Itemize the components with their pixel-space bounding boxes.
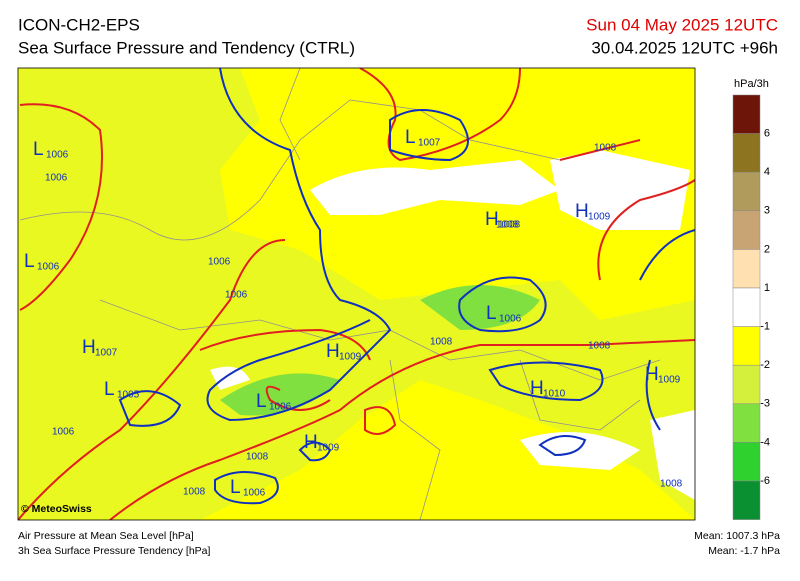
center-pressure: 1005 (117, 390, 140, 401)
center-pressure: 1006 (37, 262, 60, 273)
center-pressure: 1009 (317, 443, 340, 454)
legend-tick: -1 (760, 321, 770, 333)
isobar-label: 1006 (45, 173, 68, 184)
center-letter: L (33, 139, 44, 160)
footer-line: Air Pressure at Mean Sea Level [hPa] (18, 530, 194, 542)
legend-tick: 1 (764, 282, 770, 294)
legend-swatch (732, 442, 761, 482)
map-title: Sea Surface Pressure and Tendency (CTRL) (18, 38, 355, 57)
legend-tick: -3 (760, 398, 770, 410)
isobar-label: 1008 (246, 452, 269, 463)
run-time: 30.04.2025 12UTC +96h (591, 38, 778, 57)
legend-tick: 4 (764, 166, 770, 178)
center-pressure: 1009 (588, 212, 611, 223)
legend-swatch (732, 403, 761, 443)
legend-swatch (732, 210, 761, 250)
center-letter: H (304, 432, 318, 453)
center-pressure: 1006 (499, 314, 522, 325)
model-name: ICON-CH2-EPS (18, 15, 140, 34)
center-pressure: 1007 (418, 138, 441, 149)
legend-tick: 6 (764, 128, 770, 140)
mean-tendency: Mean: -1.7 hPa (708, 545, 780, 557)
center-letter: L (24, 251, 35, 272)
legend-swatch (732, 133, 761, 173)
isobar-label: 1006 (225, 290, 248, 301)
isobar-label: 1008 (496, 220, 519, 231)
legend-swatch (732, 480, 761, 520)
isobar-label: 1008 (588, 341, 611, 352)
mean-pressure: Mean: 1007.3 hPa (694, 530, 780, 542)
center-letter: H (485, 209, 499, 230)
center-letter: H (82, 337, 96, 358)
center-letter: L (486, 303, 497, 324)
credit: © MeteoSwiss (21, 503, 92, 515)
legend-tick: -6 (760, 475, 770, 487)
center-pressure: 1007 (95, 348, 118, 359)
center-pressure: 1008 (498, 220, 521, 231)
center-letter: H (645, 364, 659, 385)
isobar-label: 1008 (183, 487, 206, 498)
legend-tick: 2 (764, 243, 770, 255)
center-pressure: 1009 (658, 375, 681, 386)
center-letter: L (405, 127, 416, 148)
center-pressure: 1006 (243, 488, 266, 499)
center-letter: L (230, 477, 241, 498)
map-frame (17, 67, 696, 521)
isobar-label: 1008 (594, 143, 617, 154)
footer-line: 3h Sea Surface Pressure Tendency [hPa] (18, 545, 211, 557)
center-pressure: 1009 (339, 352, 362, 363)
legend-tick: -2 (760, 359, 770, 371)
center-pressure: 1006 (46, 150, 69, 161)
isobar-label: 1008 (660, 479, 683, 490)
legend-swatch (732, 171, 761, 212)
center-letter: H (530, 378, 544, 399)
legend-swatch (732, 326, 761, 366)
center-letter: L (256, 391, 267, 412)
legend-swatch (732, 249, 761, 289)
center-letter: H (326, 341, 340, 362)
legend-unit: hPa/3h (734, 78, 769, 90)
map (18, 68, 695, 520)
isobar-label: 1006 (208, 257, 231, 268)
center-pressure: 1006 (269, 402, 292, 413)
legend-tick: -4 (760, 436, 770, 448)
legend-swatch (732, 287, 761, 327)
center-letter: H (575, 201, 589, 222)
legend-swatch (732, 94, 761, 134)
center-letter: L (104, 379, 115, 400)
isobar-label: 1008 (430, 337, 453, 348)
legend-tick: 3 (764, 205, 770, 217)
isobar-label: 1006 (52, 427, 75, 438)
center-pressure: 1010 (543, 389, 566, 400)
valid-time: Sun 04 May 2025 12UTC (586, 15, 778, 34)
legend-swatch (732, 364, 761, 405)
